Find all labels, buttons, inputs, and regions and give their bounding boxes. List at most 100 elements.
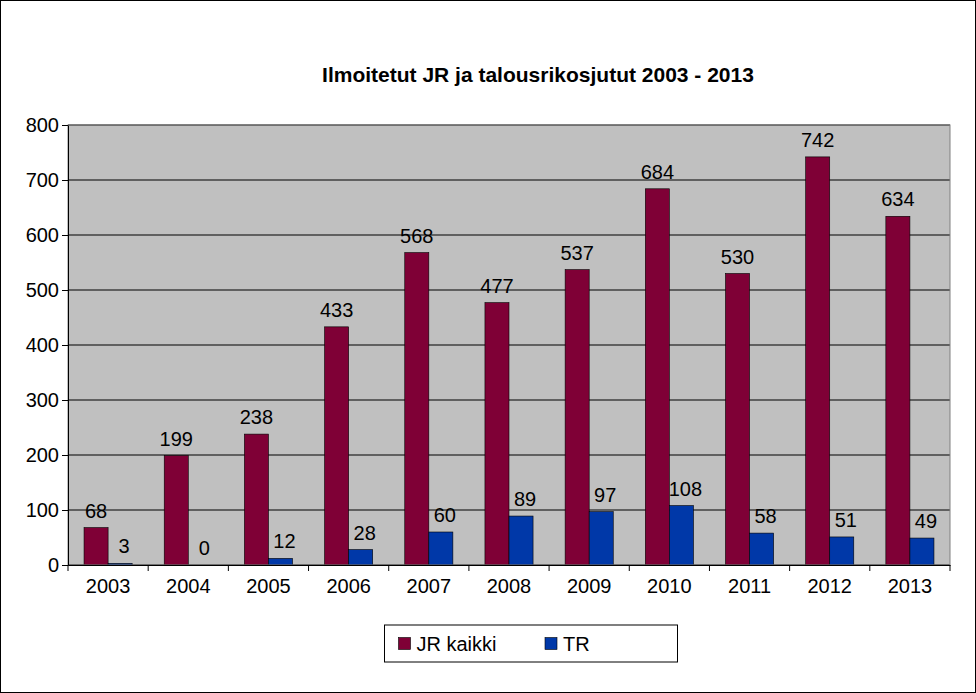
x-separator (308, 565, 309, 571)
legend-label: JR kaikki (417, 633, 497, 655)
series (84, 157, 910, 565)
y-tick-label: 500 (26, 279, 59, 301)
y-axis: 0100200300400500600700800 (26, 114, 69, 576)
y-tick-label: 400 (26, 334, 59, 356)
x-tick-label: 2009 (567, 575, 612, 597)
bar (830, 537, 854, 565)
data-label: 530 (721, 246, 754, 268)
x-tick: 2012 (807, 565, 852, 597)
bar (509, 516, 533, 565)
bar (750, 533, 774, 565)
x-tick: 2003 (86, 565, 131, 597)
x-separator (869, 565, 870, 571)
bar (589, 512, 613, 565)
title: Ilmoitetut JR ja talousrikosjutut 2003 -… (322, 63, 754, 86)
y-tick-label: 800 (26, 114, 59, 136)
legend-box (385, 625, 678, 662)
bar (268, 558, 292, 565)
data-label: 537 (560, 242, 593, 264)
data-label: 49 (915, 510, 937, 532)
data-label: 477 (480, 275, 513, 297)
data-label: 60 (434, 504, 456, 526)
data-label: 68 (85, 500, 107, 522)
chart-border (1, 1, 976, 693)
x-separator (789, 565, 790, 571)
x-separators (68, 565, 950, 571)
legend-swatch (399, 638, 411, 650)
x-tick: 2009 (567, 565, 612, 597)
x-tick-label: 2008 (487, 575, 532, 597)
x-separator (950, 565, 951, 571)
bar (405, 253, 429, 565)
data-label: 3 (119, 535, 130, 557)
x-tick: 2004 (166, 565, 211, 597)
bar (349, 550, 373, 565)
x-axis: 2003 2004 2005 2006 2007 2008 2009 2010 2011 2012… (68, 565, 951, 597)
bar (886, 216, 910, 565)
legend-item: JR kaikki (399, 633, 497, 655)
bar (244, 434, 268, 565)
x-tick: 2013 (888, 565, 933, 597)
x-tick-label: 2006 (326, 575, 371, 597)
data-labels: 68199238433568477537684530742634 (85, 129, 915, 522)
x-separator (68, 565, 69, 571)
y-tick-mark (62, 180, 68, 181)
x-separator (709, 565, 710, 571)
data-label: 51 (835, 509, 857, 531)
grid (68, 125, 950, 565)
bar (806, 157, 830, 565)
bars (84, 157, 934, 565)
x-tick-label: 2005 (246, 575, 290, 597)
y-tick: 700 (26, 169, 68, 191)
y-tick-mark (62, 345, 68, 346)
x-tick-label: 2013 (888, 575, 933, 597)
x-separator (468, 565, 469, 571)
y-tick-label: 100 (26, 499, 59, 521)
x-separator (388, 565, 389, 571)
plot: 0100200300400500600700800200320042005200… (26, 114, 951, 597)
data-label: 12 (273, 530, 295, 552)
y-tick: 0 (48, 554, 68, 576)
bar (565, 270, 589, 565)
x-tick-label: 2003 (86, 575, 131, 597)
data-label: 108 (669, 478, 702, 500)
x-axis-line (69, 565, 951, 566)
bar (325, 327, 349, 565)
bar (725, 274, 749, 566)
x-separator (228, 565, 229, 571)
data-label: 238 (240, 406, 273, 428)
x-tick: 2005 (246, 565, 290, 597)
data-label: 684 (641, 161, 674, 183)
y-tick: 800 (26, 114, 68, 136)
chart: Ilmoitetut JR ja talousrikosjutut 2003 -… (0, 0, 976, 693)
y-tick-label: 200 (26, 444, 59, 466)
y-axis-line (68, 126, 69, 566)
y-tick: 200 (26, 444, 68, 466)
data-labels: 301228608997108585149 (119, 478, 938, 559)
bar (645, 189, 669, 565)
x-tick-label: 2007 (407, 575, 452, 597)
series (108, 506, 934, 565)
data-label: 58 (754, 505, 776, 527)
data-label: 634 (881, 188, 914, 210)
plot-background (68, 125, 950, 565)
x-separator (549, 565, 550, 571)
y-tick-label: 600 (26, 224, 59, 246)
x-tick-label: 2004 (166, 575, 211, 597)
y-tick: 400 (26, 334, 68, 356)
x-separator (148, 565, 149, 571)
data-label: 97 (594, 484, 616, 506)
x-tick-label: 2011 (728, 575, 771, 597)
data-label: 0 (199, 537, 210, 559)
bar (910, 538, 934, 565)
y-tick-mark (62, 510, 68, 511)
y-tick-label: 700 (26, 169, 59, 191)
bar (669, 506, 693, 565)
x-tick-label: 2010 (647, 575, 692, 597)
y-tick-mark (62, 125, 68, 126)
y-tick-mark (62, 400, 68, 401)
data-label: 568 (400, 225, 433, 247)
x-tick: 2011 (728, 565, 771, 597)
legend-swatch (545, 638, 557, 650)
y-tick-mark (62, 235, 68, 236)
